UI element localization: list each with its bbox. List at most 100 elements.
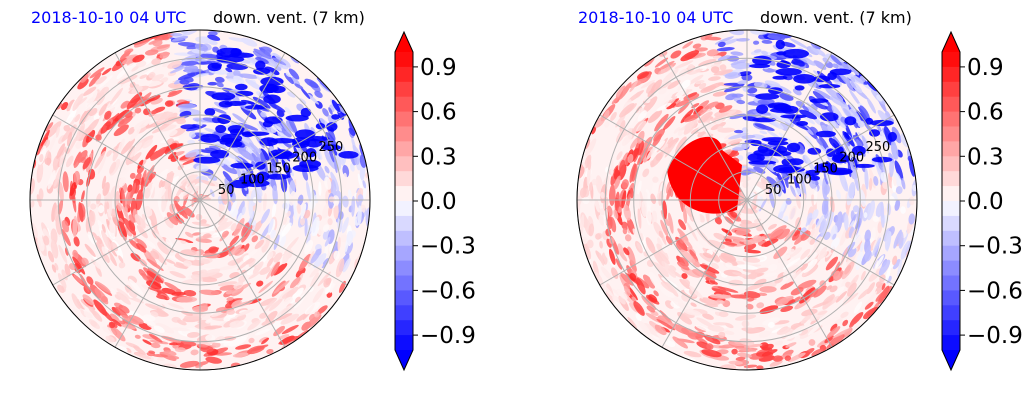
colorbar-outline	[941, 30, 961, 372]
right-chart-panel: 2018-10-10 04 UTC down. vent. (7 km) 50 1…	[548, 0, 1036, 401]
grid-spoke	[199, 52, 286, 201]
colorbar-segment	[395, 126, 413, 142]
polar-grid	[576, 29, 918, 371]
chart-field-title: down. vent. (7 km)	[213, 8, 365, 27]
grid-spoke	[661, 199, 748, 348]
radial-tick-label: 200	[839, 151, 864, 166]
radial-tick-label: 50	[765, 183, 782, 198]
colorbar-segment	[942, 126, 960, 142]
radial-tick-label: 100	[240, 172, 265, 187]
colorbar-tick-label: −0.9	[967, 323, 1023, 349]
left-chart-panel: 2018-10-10 04 UTC down. vent. (7 km) 50 1…	[29, 8, 476, 372]
colorbar-segment	[395, 52, 413, 68]
colorbar-extend-max	[942, 32, 960, 52]
colorbar-segment	[395, 66, 413, 83]
colorbar-segment	[395, 141, 413, 157]
colorbar-segment	[942, 141, 960, 157]
colorbar-segment	[942, 215, 960, 232]
colorbar-segment	[395, 320, 413, 336]
colorbar-tick-label: 0.6	[420, 100, 457, 126]
colorbar-tick-label: 0.9	[967, 55, 1004, 81]
colorbar-tick-label: 0.0	[420, 189, 457, 215]
chart-time-title: 2018-10-10 04 UTC	[31, 8, 187, 27]
colorbar-segment	[942, 201, 960, 217]
colorbar-extend-min	[942, 350, 960, 370]
colorbar-segment	[942, 66, 960, 83]
colorbar-segment	[395, 111, 413, 127]
grid-spoke	[599, 114, 748, 201]
chart-time-title: 2018-10-10 04 UTC	[578, 8, 734, 27]
colorbar-segment	[942, 171, 960, 187]
radial-tick-label: 100	[787, 172, 812, 187]
colorbar-segment	[942, 260, 960, 276]
colorbar-segment	[395, 305, 413, 321]
grid-spoke	[52, 199, 201, 286]
colorbar-tick-label: 0.6	[967, 100, 1004, 126]
colorbar-segment	[395, 215, 413, 232]
colorbar-segment	[395, 335, 413, 351]
colorbar-tick-label: 0.3	[420, 144, 457, 170]
radial-tick-label: 150	[266, 162, 291, 177]
radial-tick-label: 50	[218, 183, 235, 198]
colorbar-segment	[942, 335, 960, 351]
colorbar-segment	[395, 260, 413, 276]
colorbar-segment	[395, 186, 413, 202]
grid-spoke	[199, 199, 286, 348]
colorbar-tick-label: −0.6	[967, 278, 1023, 304]
grid-spoke	[114, 199, 201, 348]
radial-tick-label: 250	[865, 140, 890, 155]
colorbar-tick-label: −0.3	[967, 234, 1023, 260]
colorbar-segment	[395, 230, 413, 247]
colorbar-segment	[395, 290, 413, 306]
colorbar-tick-label: −0.9	[420, 323, 476, 349]
colorbar-segment	[942, 230, 960, 247]
grid-spoke	[746, 114, 895, 201]
colorbar-segment	[942, 156, 960, 172]
colorbar-extend-min	[395, 350, 413, 370]
colorbar-tick-label: 0.0	[967, 189, 1004, 215]
colorbar-segment	[395, 275, 413, 291]
colorbar-extend-max	[395, 32, 413, 52]
colorbar-tick-label: 0.9	[420, 55, 457, 81]
heatmap-field	[577, 30, 917, 370]
colorbar-segment	[395, 171, 413, 187]
grid-spoke	[52, 114, 201, 201]
polar-frame	[29, 29, 371, 371]
colorbar-segment	[942, 320, 960, 336]
colorbar-segment	[942, 81, 960, 98]
grid-spoke	[746, 52, 833, 201]
colorbar-segment	[942, 96, 960, 112]
colorbar-tick-label: −0.3	[420, 234, 476, 260]
colorbar-segment	[942, 275, 960, 291]
chart-field-title: down. vent. (7 km)	[760, 8, 912, 27]
colorbar-tick-label: −0.6	[420, 278, 476, 304]
colorbar-segment	[942, 52, 960, 68]
grid-spoke	[199, 199, 348, 286]
grid-spoke	[746, 199, 833, 348]
polar-frame	[576, 29, 918, 371]
colorbar-segment	[942, 111, 960, 127]
radial-tick-label: 200	[292, 151, 317, 166]
radial-tick-label: 150	[813, 162, 838, 177]
colorbar-segment	[942, 245, 960, 261]
grid-spoke	[746, 199, 895, 286]
colorbar-segment	[395, 201, 413, 217]
colorbar-segment	[395, 96, 413, 112]
colorbar: 0.9 0.6 0.3 0.0 −0.3 −0.6 −0.9	[941, 30, 1023, 372]
colorbar-outline	[394, 30, 414, 372]
grid-spoke	[114, 52, 201, 201]
colorbar-segment	[395, 156, 413, 172]
colorbar-segment	[942, 186, 960, 202]
colorbar-segment	[395, 81, 413, 98]
grid-spoke	[599, 199, 748, 286]
grid-spoke	[661, 52, 748, 201]
colorbar-segment	[395, 245, 413, 261]
colorbar: 0.9 0.6 0.3 0.0 −0.3 −0.6 −0.9	[394, 30, 476, 372]
colorbar-segment	[942, 290, 960, 306]
colorbar-segment	[942, 305, 960, 321]
grid-spoke	[199, 114, 348, 201]
radial-tick-label: 250	[318, 140, 343, 155]
colorbar-tick-label: 0.3	[967, 144, 1004, 170]
